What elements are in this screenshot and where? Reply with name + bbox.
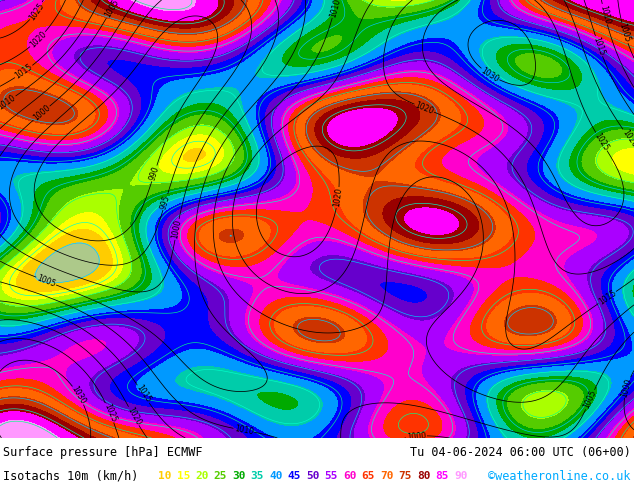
Text: 75: 75: [399, 471, 412, 481]
Text: 1030: 1030: [479, 66, 501, 84]
Text: 80: 80: [417, 471, 430, 481]
Text: 1030: 1030: [70, 385, 87, 406]
Text: 15: 15: [176, 471, 190, 481]
Text: 1020: 1020: [620, 128, 634, 149]
Text: 60: 60: [343, 471, 356, 481]
Text: 1010: 1010: [328, 0, 342, 18]
Text: 1020: 1020: [28, 29, 48, 49]
Text: 35: 35: [250, 471, 264, 481]
Text: 1025: 1025: [593, 131, 611, 152]
Text: 1000: 1000: [620, 377, 634, 398]
Text: Tu 04-06-2024 06:00 UTC (06+00): Tu 04-06-2024 06:00 UTC (06+00): [410, 445, 631, 459]
Text: 1010: 1010: [0, 93, 17, 111]
Text: 1000: 1000: [31, 103, 52, 123]
Text: 1025: 1025: [27, 1, 46, 22]
Text: 65: 65: [361, 471, 375, 481]
Text: 40: 40: [269, 471, 283, 481]
Text: 20: 20: [195, 471, 209, 481]
Text: 70: 70: [380, 471, 394, 481]
Text: 1020: 1020: [332, 188, 344, 208]
Text: 10: 10: [158, 471, 172, 481]
Text: 1010: 1010: [598, 4, 611, 24]
Text: 30: 30: [232, 471, 245, 481]
Text: 1005: 1005: [103, 0, 120, 20]
Text: 85: 85: [436, 471, 449, 481]
Text: 50: 50: [306, 471, 320, 481]
Text: 1020: 1020: [125, 405, 142, 427]
Text: 1025: 1025: [102, 402, 118, 423]
Text: 1020: 1020: [413, 100, 435, 116]
Text: 1015: 1015: [592, 36, 606, 57]
Text: 1000: 1000: [406, 431, 426, 441]
Text: 1005: 1005: [618, 23, 631, 44]
Text: 1015: 1015: [134, 384, 152, 405]
Text: 45: 45: [287, 471, 301, 481]
Text: 55: 55: [325, 471, 338, 481]
Text: 1005: 1005: [582, 389, 598, 410]
Text: 990: 990: [148, 165, 161, 182]
Text: Isotachs 10m (km/h): Isotachs 10m (km/h): [3, 469, 138, 483]
Text: 1015: 1015: [597, 288, 618, 307]
Text: Surface pressure [hPa] ECMWF: Surface pressure [hPa] ECMWF: [3, 445, 202, 459]
Text: 995: 995: [159, 194, 172, 210]
Text: ©weatheronline.co.uk: ©weatheronline.co.uk: [489, 469, 631, 483]
Text: 1005: 1005: [36, 273, 56, 289]
Text: 1015: 1015: [13, 62, 34, 81]
Text: 90: 90: [454, 471, 467, 481]
Text: 25: 25: [214, 471, 227, 481]
Text: 1000: 1000: [171, 219, 183, 240]
Text: 1010: 1010: [233, 424, 254, 437]
